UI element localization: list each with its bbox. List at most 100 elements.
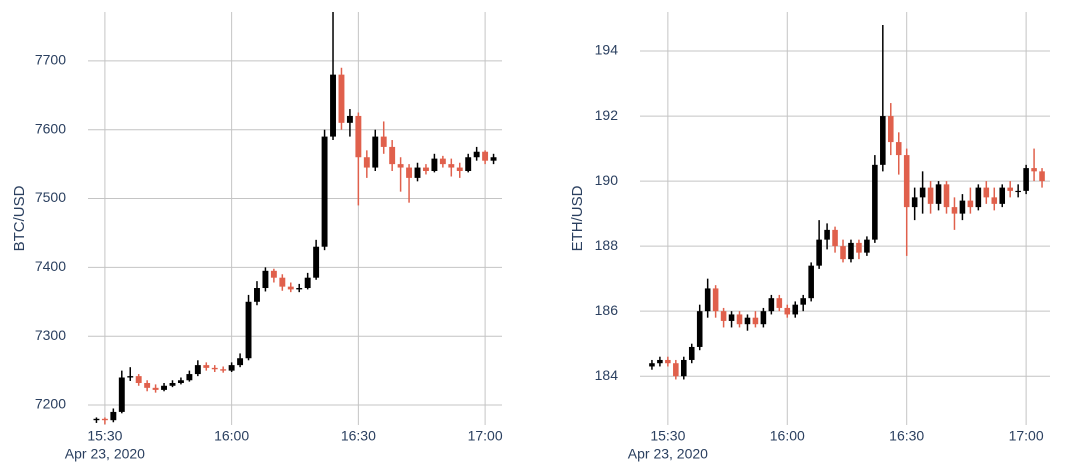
candle-body — [768, 298, 775, 312]
candle-body — [848, 242, 854, 260]
candle-body — [211, 367, 218, 370]
candle-body — [673, 363, 679, 377]
candle-body — [816, 239, 822, 266]
candle-body — [927, 187, 934, 204]
candle-body — [704, 288, 711, 312]
candle-body — [254, 288, 260, 302]
y-tick-label: 194 — [595, 42, 619, 58]
candle-body — [296, 288, 303, 290]
candle-body — [389, 146, 396, 165]
candle-body — [712, 288, 719, 312]
candle-body — [872, 164, 878, 240]
candle-body — [363, 157, 370, 168]
candle-body — [330, 74, 336, 137]
candle-body — [118, 377, 125, 412]
y-tick-label: 7700 — [35, 52, 66, 68]
candle-body — [237, 358, 244, 366]
candle-body — [490, 157, 497, 161]
candle-body — [270, 270, 277, 278]
candle-body — [880, 116, 886, 165]
y-tick-label: 7200 — [35, 396, 66, 412]
candle-body — [943, 184, 950, 208]
y-tick-label: 192 — [595, 107, 619, 123]
candle-body — [903, 155, 910, 208]
candle-body — [840, 246, 846, 260]
y-tick-label: 184 — [595, 367, 619, 383]
candle-body — [736, 314, 743, 325]
candle-body — [657, 359, 663, 364]
x-tick-label: 17:00 — [1009, 428, 1044, 444]
x-date-label: Apr 23, 2020 — [628, 446, 708, 462]
candle-body — [688, 346, 695, 360]
candle-body — [423, 167, 429, 172]
candle-body — [784, 307, 791, 315]
x-tick-label: 16:00 — [214, 428, 249, 444]
candle-body — [665, 359, 671, 364]
x-tick-label: 16:00 — [770, 428, 805, 444]
candle-body — [744, 317, 751, 325]
candle-body — [919, 187, 926, 198]
candle-body — [824, 229, 830, 240]
candle-body — [808, 265, 814, 299]
y-tick-label: 7500 — [35, 189, 66, 205]
candle-body — [465, 157, 472, 172]
candle-body — [135, 376, 142, 384]
candle-body — [194, 365, 201, 375]
candle-body — [728, 314, 735, 321]
candle-body — [287, 286, 294, 290]
y-tick-label: 186 — [595, 302, 619, 318]
candle-body — [999, 187, 1006, 204]
candle-body — [304, 277, 311, 289]
candle-body — [431, 158, 438, 172]
candle-body — [887, 116, 894, 143]
candle-body — [245, 301, 252, 359]
x-tick-label: 15:30 — [650, 428, 685, 444]
y-axis-label: BTC/USD — [11, 185, 28, 251]
candle-body — [1023, 168, 1029, 191]
candle-body — [959, 200, 966, 214]
candle-body — [355, 115, 362, 158]
y-tick-label: 190 — [595, 172, 619, 188]
candle-body — [169, 383, 176, 386]
candle-body — [720, 311, 727, 321]
candle-body — [152, 387, 159, 390]
x-tick-label: 16:30 — [341, 428, 376, 444]
y-tick-label: 188 — [595, 237, 619, 253]
candle-body — [864, 239, 870, 253]
candle-body — [456, 167, 463, 172]
candle-body — [203, 365, 210, 368]
candle-body — [967, 200, 974, 208]
candle-body — [346, 115, 353, 123]
candle-body — [792, 304, 799, 315]
candle-body — [313, 246, 320, 278]
candle-body — [482, 151, 489, 161]
x-date-label: Apr 23, 2020 — [65, 446, 145, 462]
candle-body — [832, 229, 838, 247]
candle-body — [895, 142, 902, 156]
candle-body — [372, 136, 379, 168]
candle-body — [975, 187, 982, 208]
candle-body — [776, 298, 783, 308]
candle-body — [911, 197, 918, 208]
candle-body — [448, 164, 455, 168]
candle-body — [951, 207, 958, 214]
candle-body — [380, 136, 387, 147]
candle-body — [1007, 187, 1013, 191]
candle-body — [1031, 168, 1037, 172]
y-axis-label: ETH/USD — [569, 185, 586, 251]
candle-body — [696, 311, 703, 347]
candle-body — [414, 167, 421, 178]
x-tick-label: 16:30 — [889, 428, 924, 444]
candle-body — [760, 311, 767, 325]
candle-body — [406, 167, 413, 178]
y-tick-label: 7600 — [35, 120, 66, 136]
candle-body — [439, 158, 446, 165]
candle-body — [856, 242, 862, 253]
candle-body — [186, 374, 193, 381]
candle-body — [220, 369, 227, 371]
candle-body — [110, 411, 117, 421]
candle-body — [681, 359, 687, 377]
candle-body — [983, 187, 990, 198]
candle-body — [473, 151, 480, 158]
